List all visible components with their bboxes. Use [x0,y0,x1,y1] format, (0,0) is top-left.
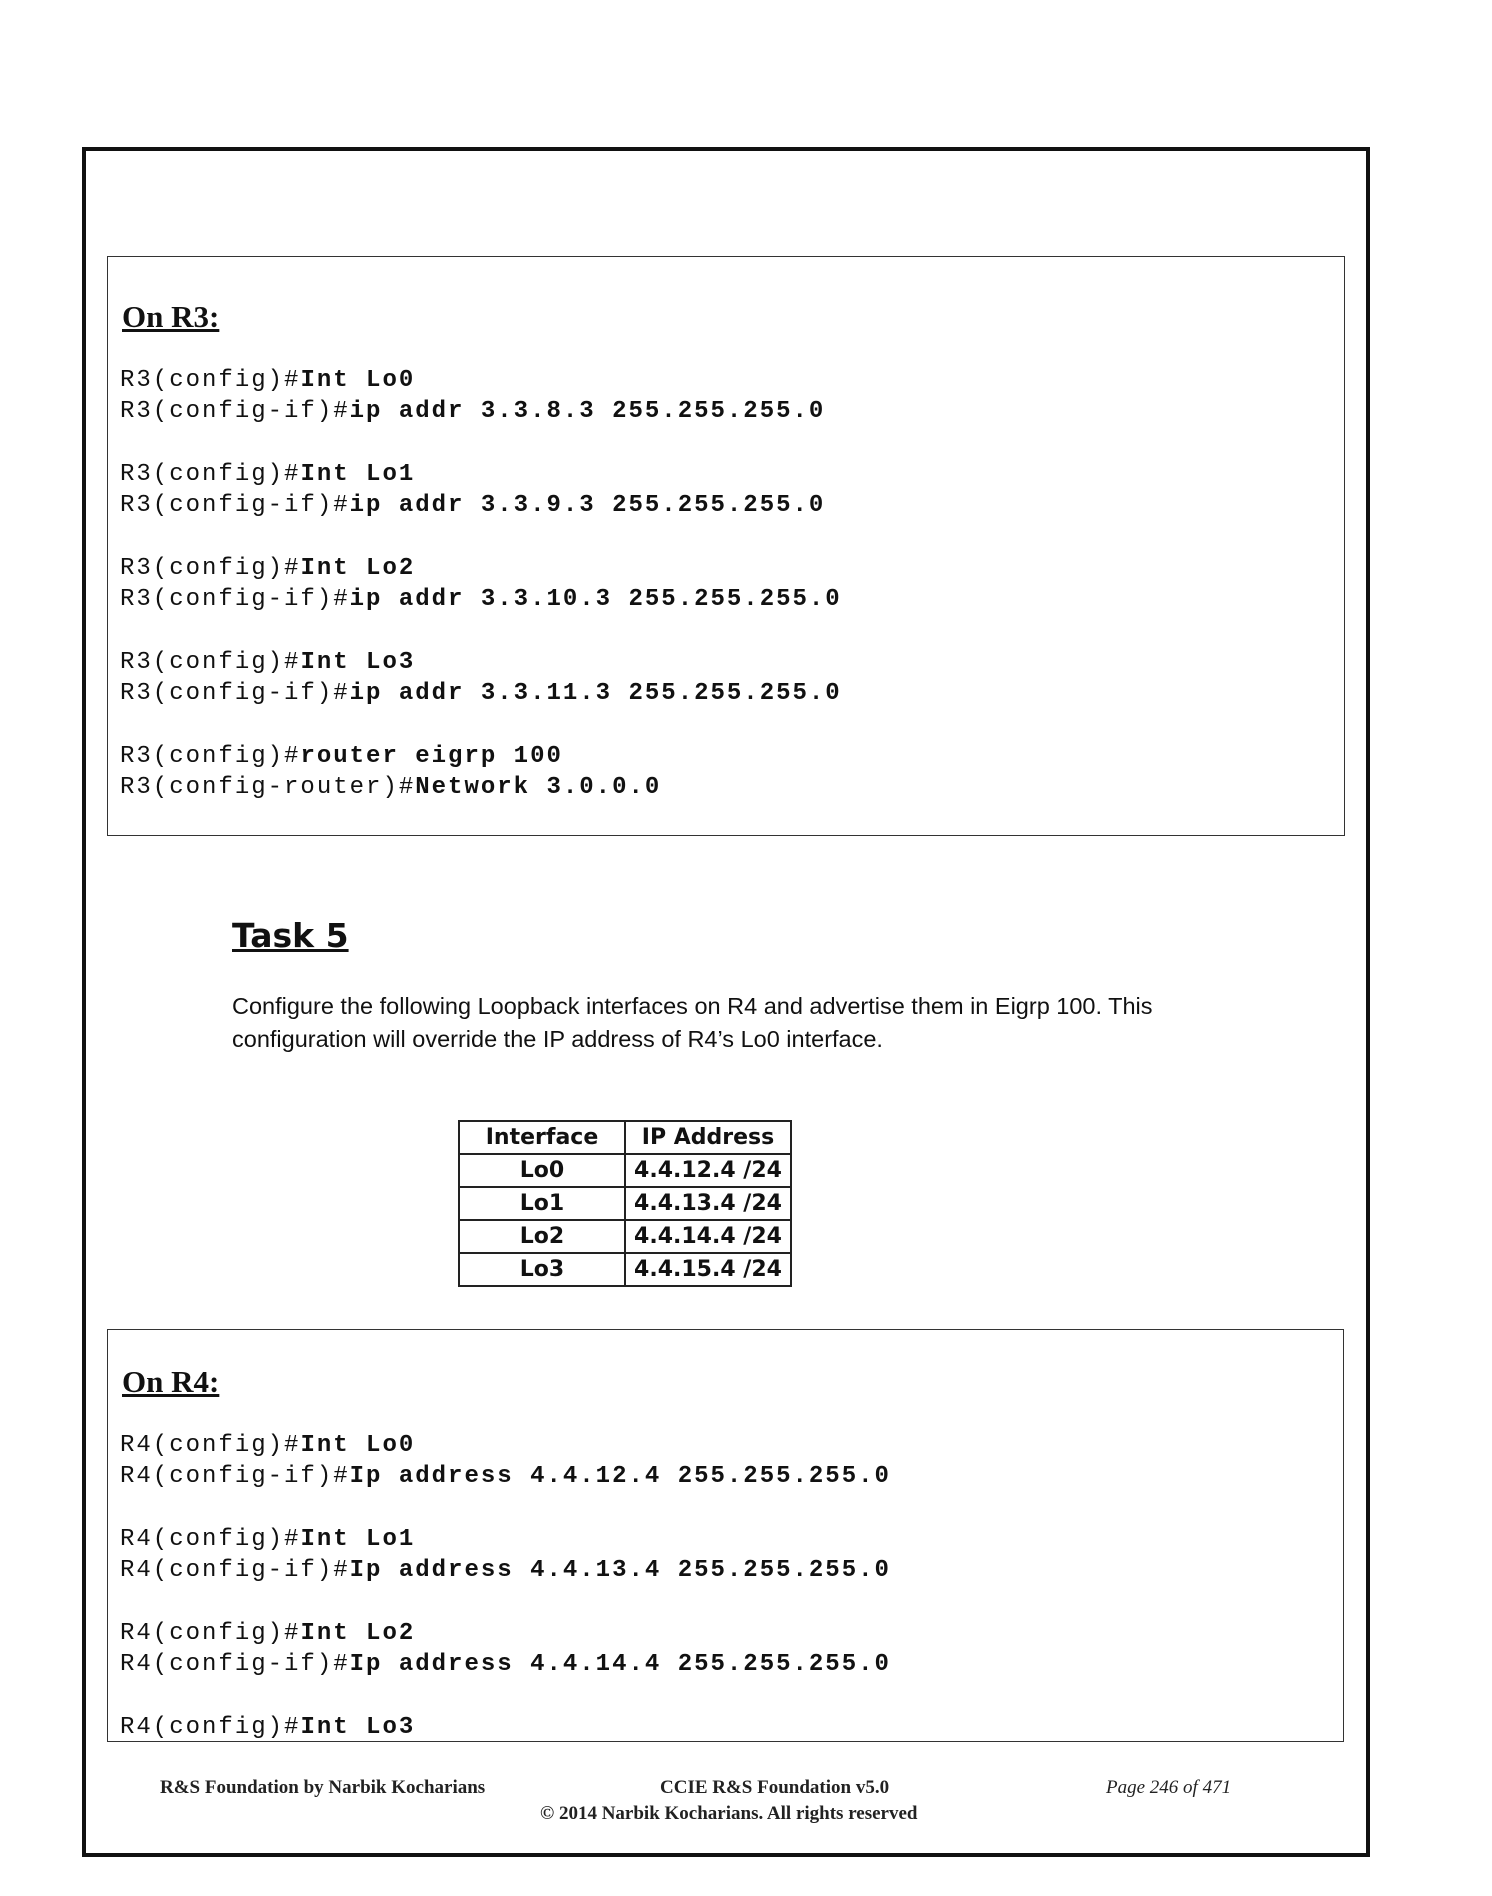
code-command: Int Lo0 [300,1432,416,1459]
code-line: R4(config-if)#Ip address 4.4.14.4 255.25… [120,1649,891,1680]
table-row: Lo0 4.4.12.4 /24 [458,1153,792,1188]
table-row: Lo2 4.4.14.4 /24 [458,1219,792,1254]
r3-title: On R3: [122,299,220,334]
code-line: R4(config)#Int Lo1 [120,1524,891,1555]
code-command: Int Lo2 [300,554,416,582]
code-line: R3(config-if)#ip addr 3.3.11.3 255.255.2… [120,678,842,709]
code-prompt: R3(config)# [120,554,301,582]
code-line: R3(config-router)#Network 3.0.0.0 [120,772,842,803]
code-prompt: R3(config-if)# [120,492,350,520]
code-command: ip addr 3.3.9.3 255.255.255.0 [349,492,826,520]
code-line: R4(config)#Int Lo3 [120,1712,891,1743]
cell-ip: 4.4.12.4 /24 [624,1153,792,1188]
code-command: Int Lo1 [300,460,416,488]
r3-config-box: On R3: R3(config)#Int Lo0 R3(config-if)#i… [107,256,1345,836]
cell-interface: Lo2 [458,1219,626,1254]
code-command: ip addr 3.3.8.3 255.255.255.0 [349,398,826,426]
code-command: Int Lo3 [300,1713,416,1741]
r4-title: On R4: [122,1364,220,1399]
code-line [120,709,842,740]
code-prompt: R3(config)# [120,460,301,488]
cell-interface: Lo3 [458,1252,626,1287]
code-prompt: R4(config)# [120,1525,301,1553]
cell-interface: Lo0 [458,1153,626,1188]
task-description: Configure the following Loopback interfa… [232,993,1153,1052]
code-command: Ip address 4.4.13.4 255.255.255.0 [349,1557,891,1585]
loopback-table: Interface IP Address Lo0 4.4.12.4 /24 Lo1… [458,1120,792,1287]
footer-center: CCIE R&S Foundation v5.0 [660,1777,890,1798]
table-header-row: Interface IP Address [458,1120,792,1155]
code-line: R3(config)#Int Lo3 [120,647,842,678]
code-command: Int Lo0 [300,367,416,394]
table-row: Lo3 4.4.15.4 /24 [458,1252,792,1287]
footer-left: R&S Foundation by Narbik Kocharians [160,1777,486,1798]
code-line: R3(config)#router eigrp 100 [120,741,842,772]
cell-ip: 4.4.15.4 /24 [624,1252,792,1287]
code-prompt: R3(config)# [120,742,301,770]
cell-ip: 4.4.13.4 /24 [624,1186,792,1221]
header-ip-address: IP Address [624,1120,792,1155]
code-prompt: R4(config)# [120,1713,301,1741]
code-line: R3(config-if)#ip addr 3.3.10.3 255.255.2… [120,584,842,615]
code-line [120,428,842,459]
code-command: Ip address 4.4.12.4 255.255.255.0 [349,1463,891,1491]
code-prompt: R4(config-if)# [120,1463,350,1491]
task-title: Task 5 [232,916,349,955]
code-command: router eigrp 100 [300,742,563,770]
code-prompt: R4(config)# [120,1619,301,1647]
code-prompt: R4(config-if)# [120,1557,350,1585]
code-line: R4(config)#Int Lo2 [120,1618,891,1649]
code-prompt: R3(config-if)# [120,679,350,707]
footer-copyright: © 2014 Narbik Kocharians. All rights res… [540,1803,918,1824]
code-line [120,1680,891,1711]
code-line [120,521,842,552]
code-command: Int Lo1 [300,1525,416,1553]
header-interface: Interface [458,1120,626,1155]
code-prompt: R3(config-if)# [120,398,350,426]
cell-interface: Lo1 [458,1186,626,1221]
code-line: R3(config-if)#ip addr 3.3.9.3 255.255.25… [120,490,842,521]
code-command: Int Lo3 [300,648,416,676]
r3-code: R3(config)#Int Lo0 R3(config-if)#ip addr … [120,365,842,803]
code-line: R3(config)#Int Lo2 [120,553,842,584]
code-line: R4(config-if)#Ip address 4.4.13.4 255.25… [120,1555,891,1586]
code-line: R3(config-if)#ip addr 3.3.8.3 255.255.25… [120,396,842,427]
code-prompt: R3(config-router)# [120,773,416,801]
code-line: R3(config)#Int Lo0 [120,365,842,396]
code-prompt: R3(config)# [120,367,301,394]
page-frame [82,147,1370,1857]
code-prompt: R4(config)# [120,1432,301,1459]
code-line [120,615,842,646]
cell-ip: 4.4.14.4 /24 [624,1219,792,1254]
code-prompt: R3(config)# [120,648,301,676]
code-command: ip addr 3.3.11.3 255.255.255.0 [349,679,842,707]
code-line: R4(config-if)#Ip address 4.4.12.4 255.25… [120,1461,891,1492]
code-line [120,1586,891,1617]
code-command: Int Lo2 [300,1619,416,1647]
footer-page-number: Page 246 of 471 [1106,1777,1232,1798]
code-line: R3(config)#Int Lo1 [120,459,842,490]
code-line: R4(config)#Int Lo0 [120,1430,891,1461]
code-prompt: R4(config-if)# [120,1651,350,1679]
table-row: Lo1 4.4.13.4 /24 [458,1186,792,1221]
code-command: Ip address 4.4.14.4 255.255.255.0 [349,1651,891,1679]
code-line [120,1493,891,1524]
code-prompt: R3(config-if)# [120,586,350,614]
r4-code: R4(config)#Int Lo0 R4(config-if)#Ip addre… [120,1430,891,1743]
code-command: Network 3.0.0.0 [415,773,662,801]
code-command: ip addr 3.3.10.3 255.255.255.0 [349,586,842,614]
r4-config-box: On R4: R4(config)#Int Lo0 R4(config-if)#I… [107,1329,1344,1742]
